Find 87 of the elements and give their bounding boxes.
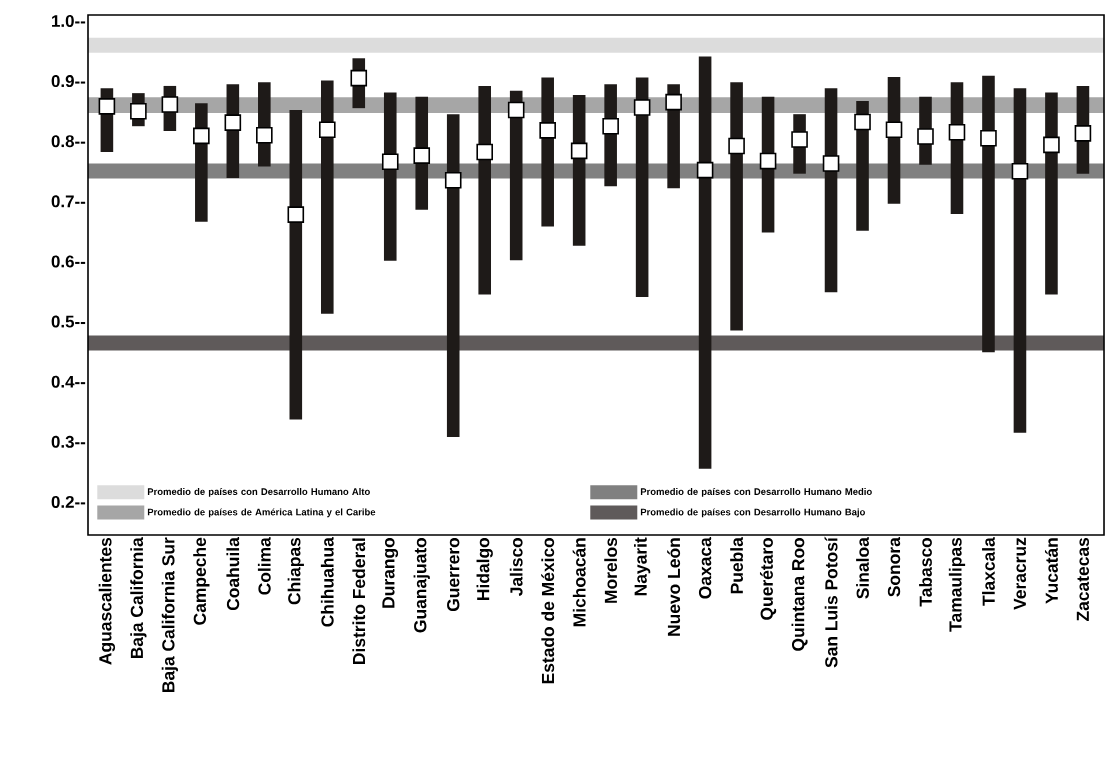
bar — [698, 56, 712, 469]
point — [633, 99, 651, 116]
x-tick-label: Distrito Federal — [352, 538, 366, 664]
point — [224, 114, 242, 131]
x-tick-label: Chihuahua — [320, 537, 334, 627]
x-tick-label: Jalisco — [509, 537, 523, 597]
x-tick-label: Sonora — [887, 537, 901, 597]
y-tick-label: 0.6-- — [51, 255, 86, 268]
x-tick-label: Yucatán — [1044, 538, 1058, 604]
x-tick-label: Quintana Roo — [791, 537, 808, 651]
x-tick-label: Coahuila — [226, 537, 240, 611]
x-tick-label: San Luis Potosí — [824, 536, 838, 668]
x-tick-label: Campeche — [193, 537, 210, 625]
point — [381, 153, 399, 170]
point — [1011, 163, 1029, 180]
legend-label: Promedio de países con Desarrollo Humano Bajo — [640, 508, 865, 518]
point — [665, 93, 682, 111]
y-tick-label: 1.0-- — [52, 15, 86, 28]
x-tick-label: Sinaloa — [856, 537, 869, 599]
bar — [541, 77, 554, 227]
point — [570, 142, 588, 160]
bar — [1013, 88, 1027, 433]
x-tick-label: Guerrero — [447, 537, 460, 612]
point — [854, 113, 871, 131]
x-tick-label: Aguascalientes — [98, 537, 116, 665]
x-tick-label: Hidalgo — [476, 537, 493, 600]
legend-label: Promedio de países con Desarrollo Humano Alto — [147, 487, 370, 497]
point — [318, 121, 336, 139]
point — [130, 102, 147, 120]
bar — [982, 75, 995, 353]
point — [1074, 125, 1092, 142]
y-tick-label: 0.9-- — [51, 75, 86, 88]
x-tick-label: Veracruz — [1013, 537, 1027, 610]
point — [413, 147, 431, 164]
x-tick-label: Tabasco — [919, 537, 932, 607]
point — [350, 69, 368, 87]
point — [1043, 136, 1060, 154]
x-tick-label: Puebla — [730, 537, 743, 594]
legend-label: Promedio de países con Desarrollo Humano Medio — [640, 487, 872, 497]
point — [759, 152, 777, 170]
x-tick-label: Michoacán — [572, 538, 586, 627]
point — [161, 96, 179, 113]
point — [507, 101, 525, 119]
x-tick-label: Colima — [257, 537, 271, 595]
bar — [289, 109, 303, 420]
bar — [320, 80, 334, 314]
x-tick-label: Guanajuato — [413, 537, 430, 633]
x-tick-label: Chiapas — [287, 537, 304, 605]
x-tick-label: Morelos — [604, 537, 618, 603]
point — [917, 128, 934, 145]
point — [602, 117, 619, 135]
x-tick-label: Oaxaca — [698, 537, 712, 599]
bar — [446, 114, 460, 438]
x-tick-label: Baja California Sur — [161, 537, 178, 693]
point — [728, 137, 745, 155]
bar — [730, 82, 743, 331]
bar — [478, 85, 491, 295]
point — [885, 121, 903, 139]
x-tick-label: Baja California — [130, 537, 147, 659]
point — [791, 131, 808, 148]
x-tick-label: Zacatecas — [1076, 537, 1089, 622]
y-tick-label: 0.2-- — [51, 495, 86, 508]
point — [193, 127, 210, 145]
point — [444, 172, 462, 189]
point — [256, 126, 273, 144]
y-tick-label: 0.7-- — [51, 195, 86, 208]
point — [696, 161, 714, 179]
point — [948, 123, 966, 141]
x-tick-label: Tamaulipas — [948, 537, 966, 632]
x-tick-label: Querétaro — [759, 537, 777, 620]
point — [822, 155, 840, 172]
x-tick-label: Tlaxcala — [982, 537, 995, 606]
bar — [1045, 92, 1058, 295]
y-tick-label: 0.4-- — [51, 375, 86, 388]
point — [539, 122, 556, 139]
x-tick-label: Nuevo León — [667, 538, 681, 636]
point — [98, 98, 116, 115]
point — [287, 206, 305, 223]
point — [476, 143, 494, 161]
legend-label: Promedio de países de América Latina y el Caribe — [147, 508, 376, 518]
x-tick-label: Durango — [382, 537, 399, 608]
x-tick-label: Nayarit — [634, 537, 651, 596]
y-tick-label: 0.8-- — [51, 135, 86, 148]
y-tick-label: 0.5-- — [51, 315, 86, 328]
x-tick-label: Estado de México — [541, 537, 555, 684]
point — [980, 129, 997, 147]
y-tick-label: 0.3-- — [51, 435, 86, 448]
